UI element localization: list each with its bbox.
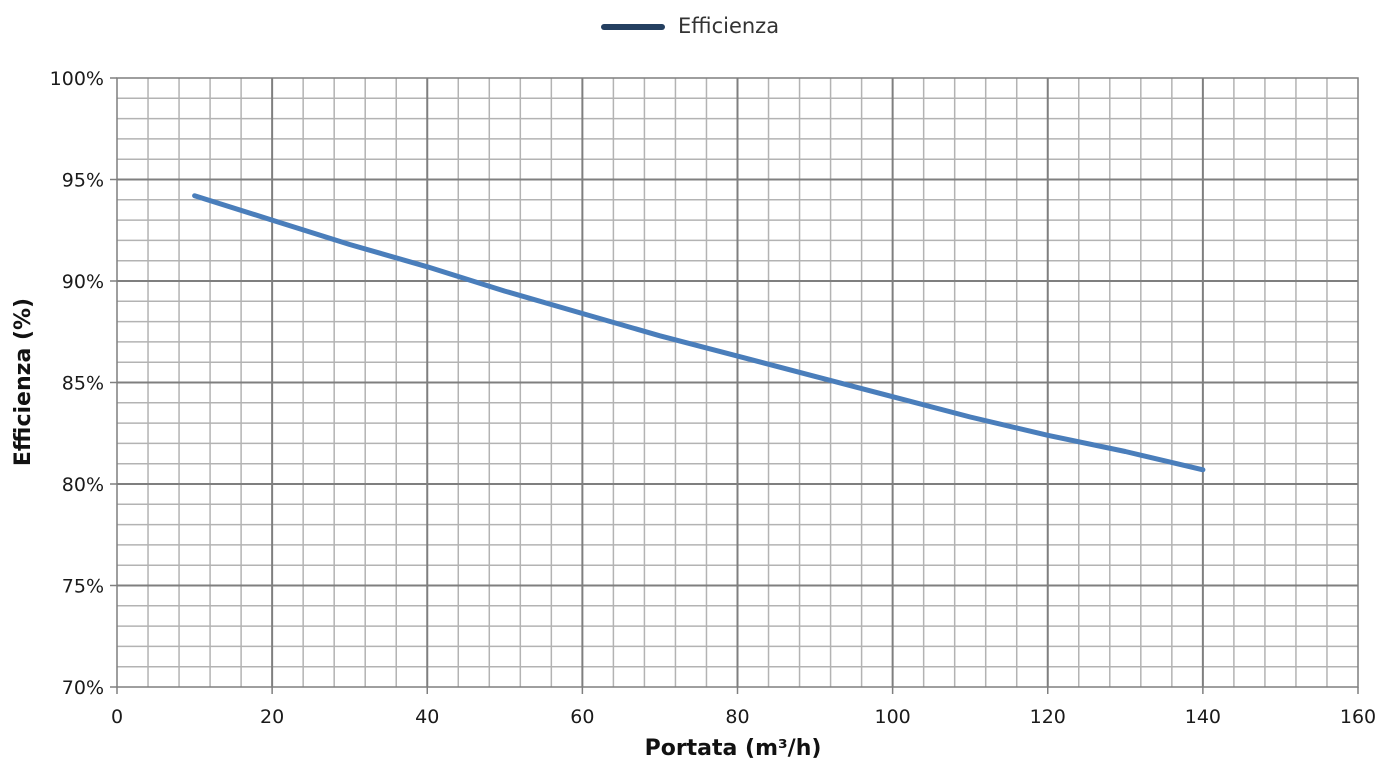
x-axis-title: Portata (m³/h)	[645, 736, 822, 760]
x-tick-label: 140	[1185, 706, 1221, 728]
x-axis-ticks: 0 20 40 60 80 100 120 140 160	[111, 687, 1376, 728]
series-line-efficienza	[192, 193, 1206, 473]
y-tick-label: 90%	[62, 271, 104, 293]
x-tick-label: 40	[415, 706, 439, 728]
y-axis-title: Efficienza (%)	[11, 298, 36, 466]
series-layer	[192, 193, 1206, 473]
x-tick-label: 0	[111, 706, 123, 728]
legend: Efficienza	[601, 14, 779, 38]
y-tick-label: 75%	[62, 576, 104, 598]
y-tick-label: 80%	[62, 474, 104, 496]
legend-label-efficienza: Efficienza	[678, 14, 779, 38]
y-tick-label: 100%	[50, 68, 104, 90]
x-tick-label: 100	[874, 706, 910, 728]
y-tick-label: 70%	[62, 677, 104, 699]
y-axis-ticks: 70% 75% 80% 85% 90% 95% 100%	[50, 68, 117, 699]
x-tick-label: 80	[725, 706, 749, 728]
major-grid	[117, 78, 1358, 687]
y-tick-label: 85%	[62, 373, 104, 395]
x-tick-label: 160	[1340, 706, 1376, 728]
x-tick-label: 20	[260, 706, 284, 728]
y-tick-label: 95%	[62, 170, 104, 192]
x-tick-label: 120	[1030, 706, 1066, 728]
x-tick-label: 60	[570, 706, 594, 728]
